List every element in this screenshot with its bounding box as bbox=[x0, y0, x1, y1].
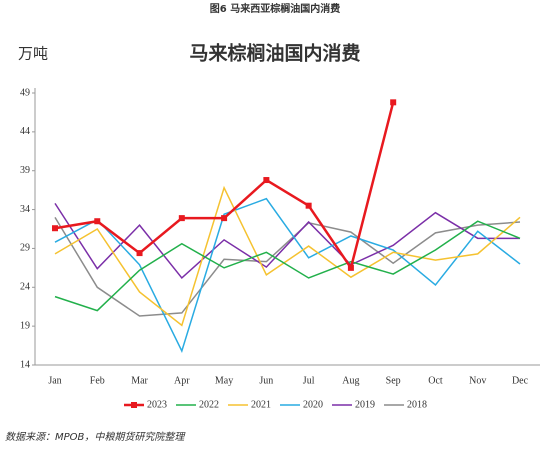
source-note: 数据来源：MPOB，中粮期货研究院整理 bbox=[5, 431, 186, 443]
x-tick-label: Dec bbox=[512, 375, 529, 386]
point-marker bbox=[136, 250, 143, 257]
point-marker bbox=[94, 218, 101, 225]
x-tick-label: Jul bbox=[303, 375, 315, 386]
series-line bbox=[54, 216, 521, 317]
y-tick-label: 14 bbox=[20, 359, 30, 370]
x-tick-label: Feb bbox=[90, 375, 105, 386]
x-tick-label: Aug bbox=[342, 375, 359, 386]
x-tick-label: Sep bbox=[386, 375, 401, 386]
figure-label: 图6 马来西亚棕榈油国内消费 bbox=[210, 2, 340, 15]
y-tick-label: 39 bbox=[20, 165, 30, 176]
y-tick-label: 19 bbox=[20, 320, 30, 331]
legend-label: 2019 bbox=[355, 399, 375, 410]
point-marker bbox=[263, 177, 270, 184]
x-tick-label: Mar bbox=[131, 375, 148, 386]
series-line bbox=[54, 102, 395, 271]
point-marker bbox=[178, 215, 185, 222]
legend-marker bbox=[131, 402, 137, 408]
x-tick-label: Nov bbox=[469, 375, 486, 386]
series-line bbox=[54, 185, 521, 327]
series-line bbox=[54, 197, 521, 354]
point-marker bbox=[390, 99, 397, 106]
x-tick-label: Oct bbox=[428, 375, 443, 386]
series-line bbox=[54, 202, 520, 280]
point-marker bbox=[347, 264, 354, 271]
y-unit: 万吨 bbox=[18, 45, 48, 62]
x-tick-label: May bbox=[215, 375, 233, 386]
legend-label: 2022 bbox=[199, 399, 219, 410]
y-tick-label: 29 bbox=[20, 243, 30, 254]
x-tick-label: Jun bbox=[259, 375, 273, 386]
x-tick-label: Jan bbox=[48, 375, 61, 386]
point-marker bbox=[52, 225, 58, 232]
y-tick-label: 44 bbox=[20, 126, 30, 137]
series-line bbox=[54, 220, 521, 312]
legend-label: 2023 bbox=[147, 399, 167, 410]
y-tick-label: 34 bbox=[20, 204, 30, 215]
y-tick-label: 24 bbox=[20, 282, 30, 293]
legend-label: 2018 bbox=[407, 399, 427, 410]
point-marker bbox=[221, 215, 228, 222]
y-tick-label: 49 bbox=[20, 87, 30, 98]
legend-label: 2020 bbox=[303, 399, 323, 410]
point-marker bbox=[305, 202, 312, 209]
legend-label: 2021 bbox=[251, 399, 271, 410]
x-tick-label: Apr bbox=[174, 375, 190, 386]
chart-title: 马来棕榈油国内消费 bbox=[189, 41, 360, 64]
